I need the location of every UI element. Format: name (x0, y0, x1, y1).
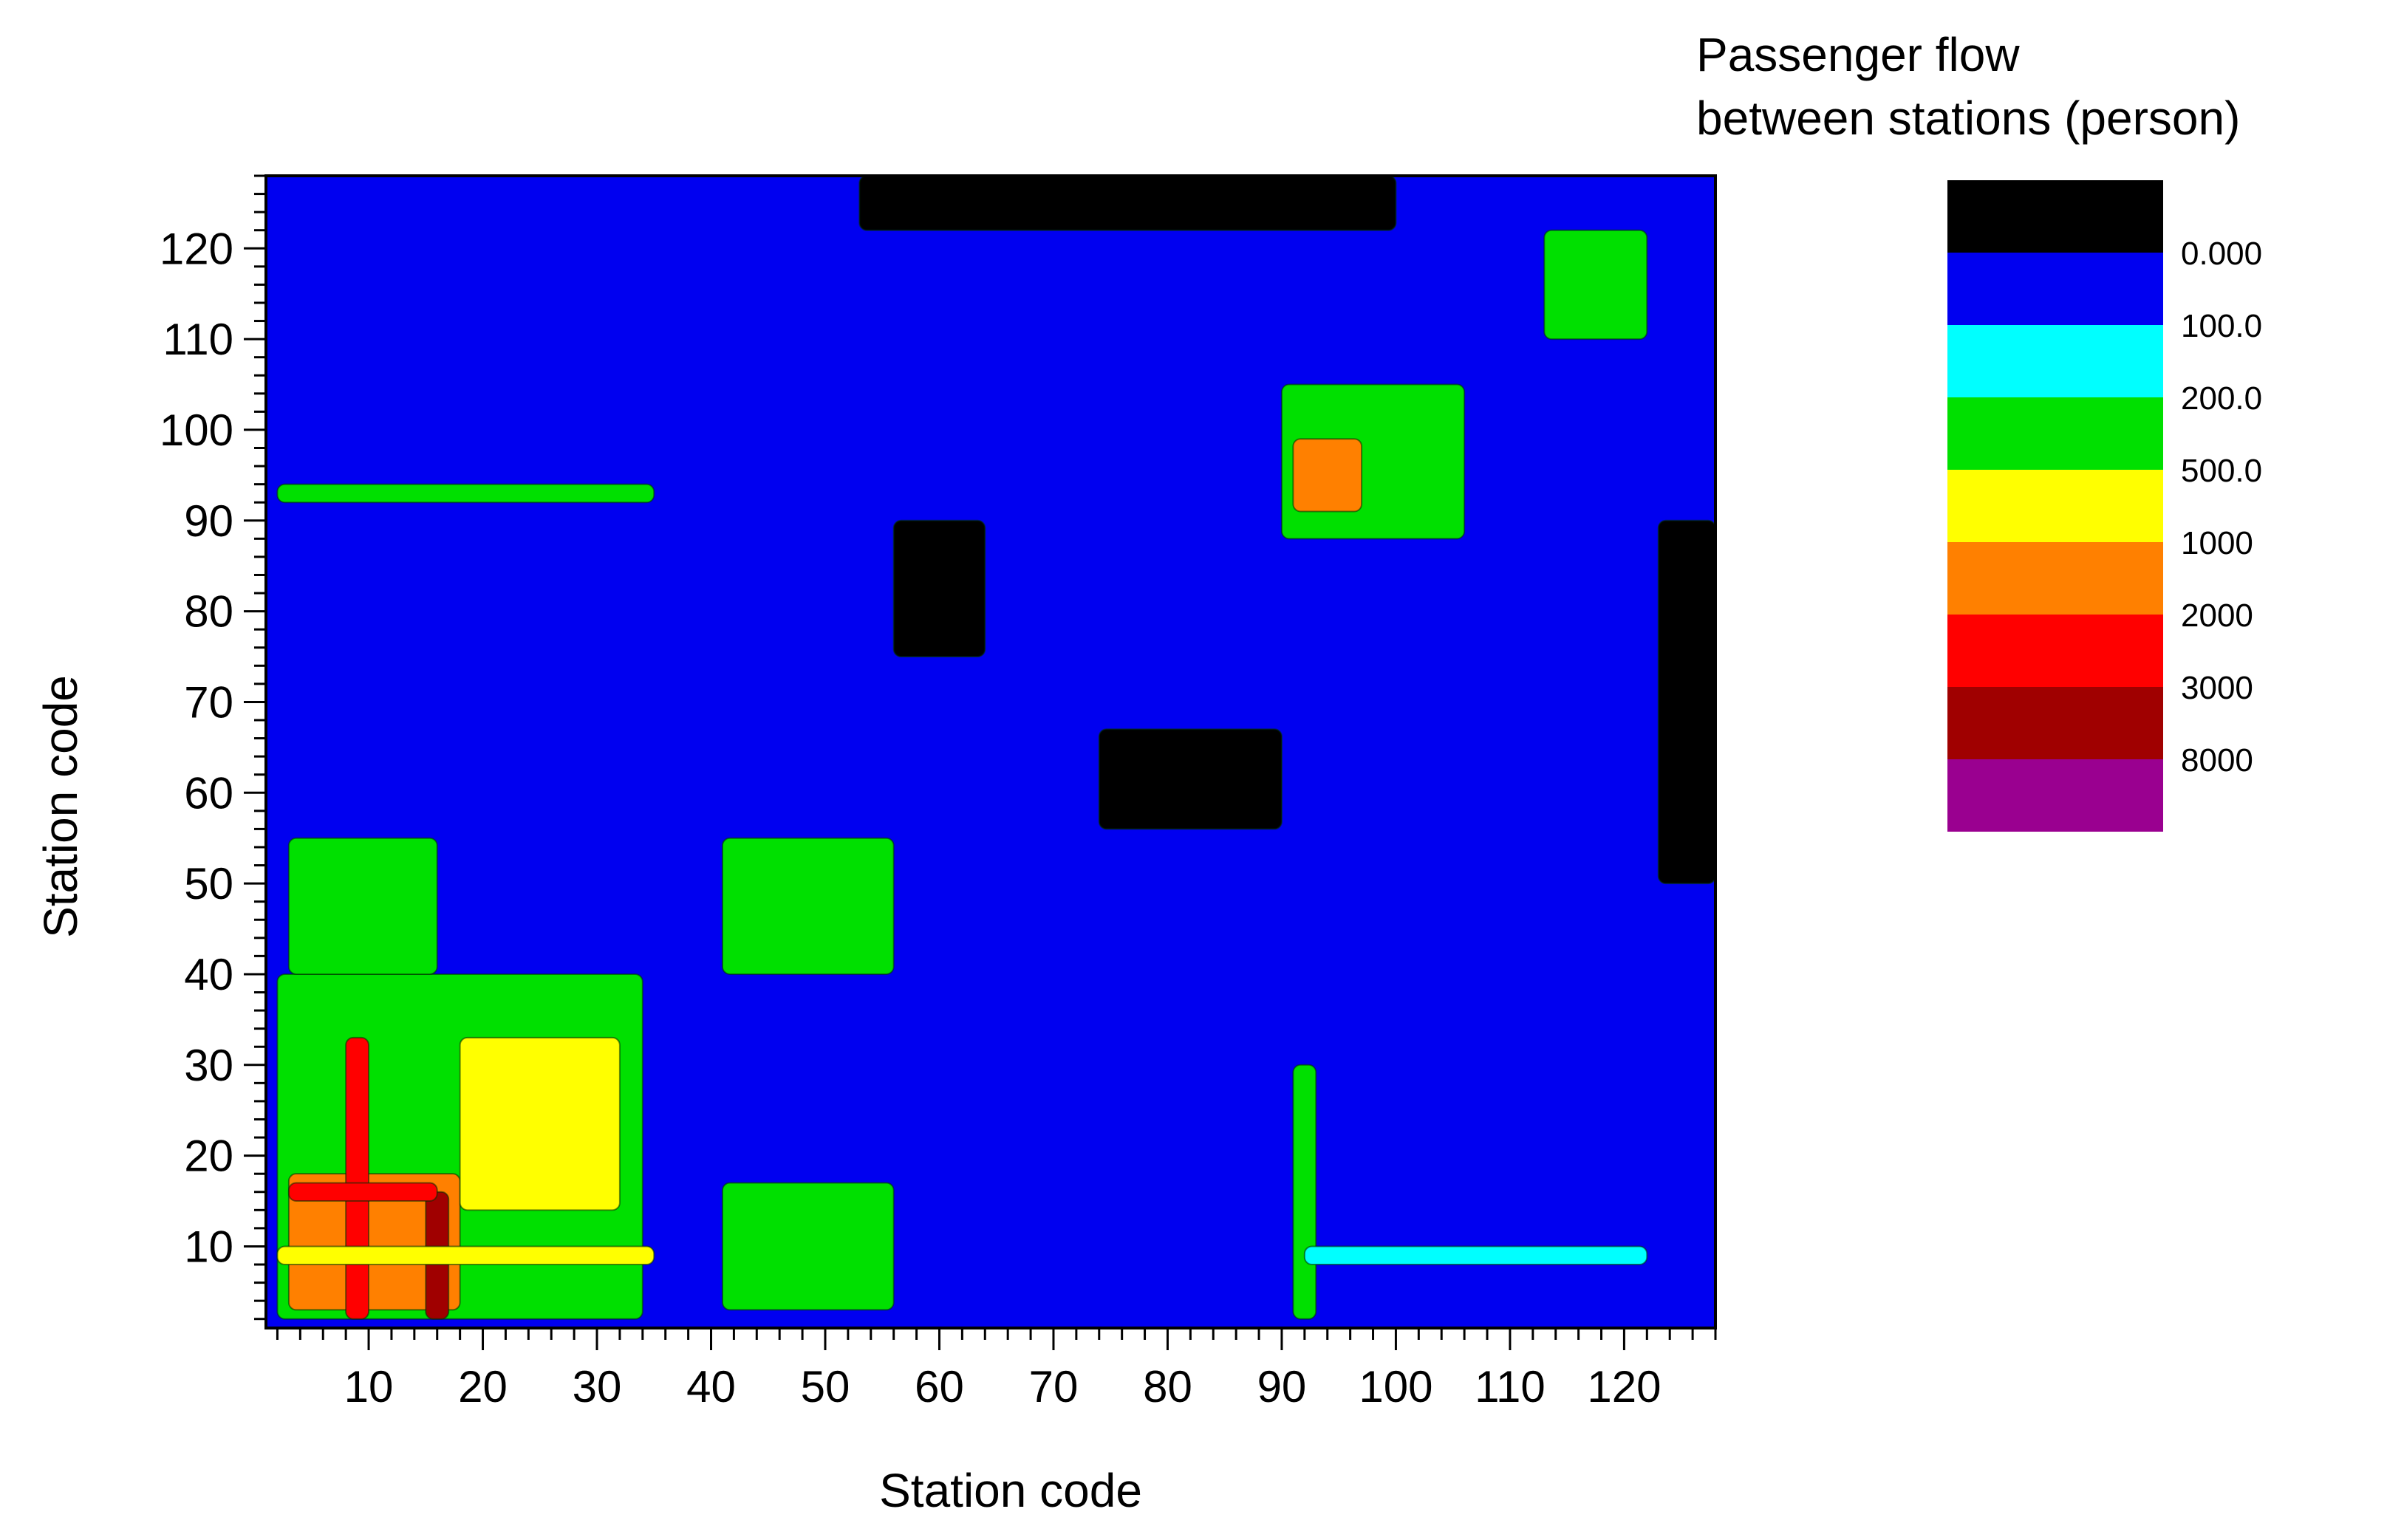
y-tick-label: 120 (160, 224, 233, 273)
y-tick-label: 60 (184, 768, 233, 818)
y-tick-label: 80 (184, 587, 233, 637)
colorbar-labels: 0.000 100.0 200.0 500.0 1000 2000 3000 8000 (2181, 236, 2262, 778)
x-tick-label: 120 (1587, 1362, 1661, 1411)
heatmap-region-12 (276, 483, 655, 504)
colorbar-swatch (1947, 180, 2163, 253)
colorbar-swatch (1947, 687, 2163, 759)
heatmap-regions (276, 176, 1715, 1320)
heatmap-region-2 (287, 1173, 461, 1311)
colorbar-title-line-2: between stations (person) (1696, 92, 2240, 145)
colorbar-swatch (1947, 397, 2163, 470)
colorbar-legend: Passenger flow between stations (person)… (1696, 28, 2262, 832)
colorbar-level-label: 200.0 (2181, 380, 2262, 417)
heatmap-region-6 (287, 1182, 438, 1202)
x-tick-label: 50 (801, 1362, 850, 1411)
colorbar-swatch (1947, 759, 2163, 832)
heatmap-region-16 (1543, 229, 1648, 340)
heatmap-region-18 (1098, 728, 1283, 830)
heatmap-region-13 (276, 1245, 655, 1266)
colorbar-level-label: 1000 (2181, 525, 2253, 561)
heatmap-region-7 (287, 837, 438, 975)
x-axis-title: Station code (879, 1464, 1142, 1517)
x-tick-label: 100 (1359, 1362, 1432, 1411)
colorbar-swatch (1947, 470, 2163, 542)
colorbar-title-line-1: Passenger flow (1696, 28, 2020, 81)
heatmap-region-3 (459, 1036, 621, 1211)
colorbar-swatches (1947, 180, 2163, 832)
x-tick-label: 10 (344, 1362, 394, 1411)
colorbar-level-label: 8000 (2181, 742, 2253, 778)
heatmap-region-17 (892, 519, 986, 658)
x-tick-label: 110 (1475, 1362, 1546, 1411)
heatmap-region-9 (721, 1182, 895, 1311)
colorbar-swatch (1947, 615, 2163, 687)
heatmap-region-11 (1292, 438, 1363, 513)
colorbar-level-label: 500.0 (2181, 453, 2262, 489)
y-tick-label: 90 (184, 496, 233, 546)
colorbar-swatch (1947, 253, 2163, 325)
heatmap-region-19 (858, 176, 1397, 231)
x-axis: 10 20 30 40 50 60 70 80 90 100 110 120 Station code (266, 1327, 1717, 1517)
x-tick-label: 60 (915, 1362, 964, 1411)
heatmap-region-15 (1303, 1245, 1648, 1266)
y-axis-ticks: 10 20 30 40 50 60 70 80 90 100 110 120 (160, 174, 266, 1321)
y-tick-label: 70 (184, 677, 233, 727)
colorbar-swatch (1947, 542, 2163, 615)
x-tick-label: 70 (1029, 1362, 1079, 1411)
x-tick-label: 90 (1257, 1362, 1307, 1411)
colorbar-level-label: 2000 (2181, 598, 2253, 634)
plot-area (264, 174, 1717, 1329)
y-tick-label: 30 (184, 1041, 233, 1090)
colorbar-level-label: 0.000 (2181, 236, 2262, 272)
heatmap-region-8 (721, 837, 895, 975)
x-tick-label: 80 (1143, 1362, 1192, 1411)
colorbar-swatch (1947, 325, 2163, 397)
y-tick-label: 50 (184, 859, 233, 908)
heatmap-region-20 (1657, 519, 1715, 885)
heatmap-region-14 (1292, 1064, 1317, 1320)
x-axis-ticks: 10 20 30 40 50 60 70 80 90 100 110 120 (276, 1328, 1717, 1411)
y-tick-label: 110 (163, 315, 233, 364)
y-tick-label: 100 (160, 405, 233, 455)
y-axis: 10 20 30 40 50 60 70 80 90 100 110 120 Station code (34, 174, 267, 1328)
colorbar-level-label: 100.0 (2181, 308, 2262, 344)
y-tick-label: 20 (184, 1132, 233, 1181)
y-tick-label: 10 (184, 1222, 233, 1271)
colorbar-level-label: 3000 (2181, 670, 2253, 706)
heatmap-region-4 (345, 1036, 370, 1320)
x-tick-label: 30 (573, 1362, 622, 1411)
x-tick-label: 20 (458, 1362, 508, 1411)
y-axis-title: Station code (34, 675, 87, 938)
x-tick-label: 40 (686, 1362, 736, 1411)
y-tick-label: 40 (184, 950, 233, 999)
